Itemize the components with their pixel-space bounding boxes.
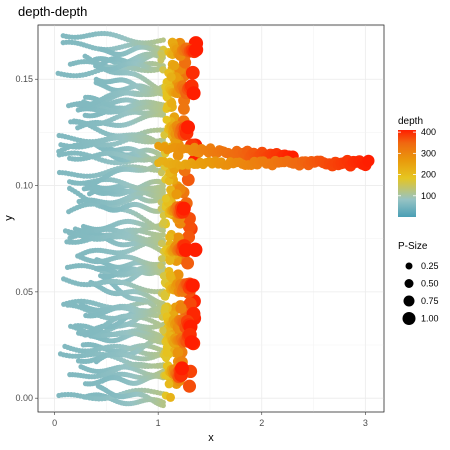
size-legend-symbol bbox=[404, 279, 414, 288]
data-point bbox=[160, 228, 166, 234]
data-point bbox=[160, 232, 166, 238]
y-tick-label: 0.15 bbox=[15, 74, 33, 84]
data-point bbox=[160, 111, 166, 117]
x-tick-label: 2 bbox=[259, 418, 264, 428]
y-tick-label: 0.05 bbox=[15, 287, 33, 297]
data-point bbox=[165, 392, 176, 402]
size-legend-symbol bbox=[405, 262, 413, 270]
data-point bbox=[171, 189, 182, 200]
data-point bbox=[169, 60, 180, 71]
data-point bbox=[166, 72, 176, 82]
data-point bbox=[178, 243, 193, 258]
size-legend: P-Size 0.25 0.50 0.75 1.00 bbox=[398, 241, 439, 325]
size-legend-label: 0.25 bbox=[421, 261, 439, 271]
x-axis-ticks: 0 1 2 3 bbox=[52, 412, 368, 428]
color-legend-bar bbox=[398, 130, 416, 217]
data-point bbox=[161, 194, 170, 203]
data-point bbox=[159, 326, 167, 335]
data-point bbox=[172, 347, 184, 358]
data-point bbox=[165, 232, 175, 242]
data-point bbox=[158, 51, 166, 59]
data-point bbox=[161, 303, 170, 312]
x-axis-title: x bbox=[208, 432, 214, 444]
data-point bbox=[185, 278, 200, 293]
data-point bbox=[182, 379, 197, 393]
y-tick-label: 0.00 bbox=[15, 393, 33, 403]
data-point bbox=[162, 348, 171, 357]
data-point bbox=[175, 302, 187, 314]
size-legend-items: 0.25 0.50 0.75 1.00 bbox=[402, 261, 439, 325]
y-tick-label: 0.10 bbox=[15, 181, 33, 191]
color-legend-label: 200 bbox=[421, 170, 436, 180]
color-legend-title: depth bbox=[398, 116, 423, 127]
color-legend-label: 100 bbox=[421, 191, 436, 201]
data-point bbox=[167, 98, 177, 108]
data-point bbox=[362, 154, 375, 167]
x-tick-label: 3 bbox=[363, 418, 368, 428]
size-legend-symbol bbox=[402, 312, 416, 325]
x-tick-label: 0 bbox=[52, 418, 57, 428]
data-point bbox=[160, 37, 166, 43]
size-legend-label: 1.00 bbox=[421, 314, 439, 324]
data-point bbox=[186, 86, 201, 101]
color-legend-label: 300 bbox=[421, 148, 436, 158]
size-legend-symbol bbox=[403, 295, 415, 307]
size-legend-label: 0.75 bbox=[421, 296, 439, 306]
data-point bbox=[175, 361, 189, 376]
data-point bbox=[189, 42, 204, 57]
data-point bbox=[157, 169, 165, 177]
plot-border bbox=[37, 24, 385, 413]
chart-title: depth-depth bbox=[18, 4, 87, 19]
data-point bbox=[176, 201, 191, 216]
x-tick-label: 1 bbox=[156, 418, 161, 428]
data-point bbox=[181, 120, 195, 135]
data-point bbox=[165, 256, 175, 266]
data-point bbox=[158, 240, 166, 248]
data-point bbox=[162, 115, 171, 124]
data-point bbox=[160, 183, 166, 189]
data-point bbox=[158, 255, 166, 263]
data-point bbox=[160, 402, 166, 409]
color-legend-label: 400 bbox=[421, 127, 436, 137]
data-point bbox=[177, 102, 190, 115]
data-points bbox=[55, 30, 375, 409]
data-point bbox=[185, 65, 200, 80]
data-point bbox=[160, 131, 169, 139]
y-axis-title: y bbox=[3, 215, 15, 221]
color-legend: depth 100 200 300 400 bbox=[398, 116, 436, 217]
y-axis-ticks: 0.00 0.05 0.10 0.15 bbox=[15, 74, 38, 403]
data-point bbox=[159, 272, 168, 280]
color-legend-ticks: 100 200 300 400 bbox=[398, 127, 436, 201]
size-legend-title: P-Size bbox=[398, 241, 428, 252]
size-legend-label: 0.50 bbox=[421, 279, 439, 289]
data-point bbox=[159, 218, 168, 227]
data-point bbox=[165, 270, 175, 280]
data-point bbox=[181, 173, 195, 187]
data-point bbox=[157, 262, 165, 270]
data-point bbox=[164, 379, 174, 389]
data-point bbox=[160, 292, 169, 301]
data-point bbox=[181, 256, 195, 270]
data-point bbox=[184, 335, 199, 350]
